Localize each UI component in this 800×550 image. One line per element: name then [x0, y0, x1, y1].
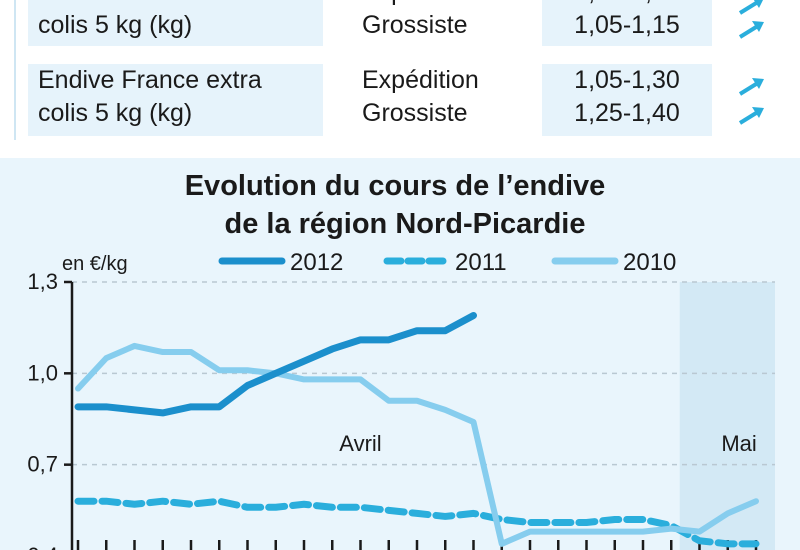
table-left-rule [14, 0, 16, 140]
series-2012-line [74, 311, 477, 417]
price-range: 1,05-1,15 [574, 11, 680, 39]
product-name: Endive France extra [38, 0, 323, 9]
up-right-arrow-icon [738, 21, 764, 39]
product-name: Endive France extra [38, 66, 262, 94]
legend-label: 2012 [290, 249, 343, 276]
y-tick-label: 1,0 [27, 360, 58, 385]
up-right-arrow-icon [738, 78, 764, 96]
price-range: 1,25-1,40 [574, 99, 680, 127]
legend-label: 2010 [623, 249, 676, 276]
price-table: Endive France extra colis 5 kg (kg) Expé… [0, 0, 800, 145]
may-shaded-region [679, 282, 775, 550]
series-2011-line [74, 497, 760, 548]
product-package: colis 5 kg (kg) [38, 11, 193, 39]
price-cell-row-2: 1,05-1,30 1,25-1,40 [542, 64, 712, 136]
month-label: Mai [721, 431, 756, 456]
legend-label: 2011 [455, 249, 507, 276]
y-tick-labels: 0,4 0,7 1,0 1,3 [27, 269, 72, 550]
stage-cell-row-2: Expédition Grossiste [362, 64, 512, 136]
series-2010-line [75, 342, 759, 547]
chart-title-line-2: de la région Nord-Picardie [224, 208, 586, 240]
series-layer [74, 311, 760, 548]
stage-label: Expédition [362, 0, 512, 9]
product-package: colis 5 kg (kg) [38, 99, 193, 127]
y-tick-label: 0,4 [27, 543, 58, 550]
up-right-arrow-icon [738, 107, 764, 125]
chart-title-line-1: Evolution du cours de l’endive [184, 170, 606, 202]
y-axis-label: en €/kg [62, 253, 128, 275]
product-cell-row-2: Endive France extra colis 5 kg (kg) [28, 64, 323, 136]
chart-panel: Evolution du cours de l’endive de la rég… [0, 158, 800, 550]
stage-cell-row-1: Expédition Grossiste [362, 0, 512, 46]
month-labels: Avril Mai [339, 431, 756, 456]
x-tick-marks [76, 540, 758, 550]
legend: 2012 2011 2010 [218, 249, 676, 276]
y-tick-label: 1,3 [27, 269, 58, 294]
price-range: 1,05-1,30 [574, 66, 680, 94]
stage-label: Expédition [362, 66, 479, 94]
month-label: Avril [339, 431, 381, 456]
stage-label: Grossiste [362, 99, 468, 127]
gridlines [72, 281, 775, 466]
price-range: 0,85-1,25 [542, 0, 712, 9]
product-cell-row-1: Endive France extra colis 5 kg (kg) [28, 0, 323, 46]
stage-label: Grossiste [362, 11, 468, 39]
y-tick-label: 0,7 [27, 452, 58, 477]
price-cell-row-1: 0,85-1,25 1,05-1,15 [542, 0, 712, 46]
up-right-arrow-icon [738, 0, 763, 15]
